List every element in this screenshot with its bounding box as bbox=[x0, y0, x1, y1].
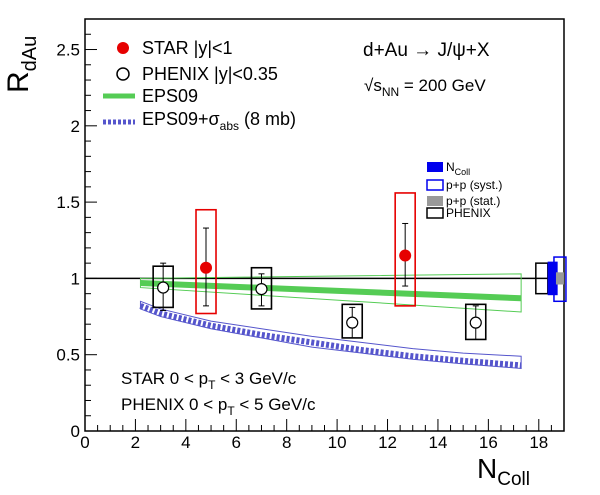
legend-ncoll-main: N bbox=[446, 160, 455, 174]
x-tick-label: 2 bbox=[131, 433, 140, 452]
star-range-tail: < 3 GeV/c bbox=[215, 369, 296, 388]
legend-phenixglob-box bbox=[426, 207, 444, 219]
legend-star-label: STAR |y|<1 bbox=[142, 38, 233, 58]
legend-ppsyst-label: p+p (syst.) bbox=[446, 178, 502, 192]
star-syst-box bbox=[394, 192, 416, 307]
legend-eps09abs-label: EPS09+σabs (8 mb) bbox=[142, 109, 296, 133]
y-axis: 0 0.5 1 1.5 2 2.5 bbox=[56, 18, 97, 441]
theory-bands bbox=[139, 273, 522, 369]
phenix-syst-box bbox=[250, 266, 273, 310]
y-tick-label: 1.5 bbox=[56, 193, 80, 212]
phenix-range-label: PHENIX 0 < pT < 5 GeV/c bbox=[121, 395, 316, 418]
y-tick-label: 2 bbox=[71, 117, 80, 136]
legend-ncoll-sub: Coll bbox=[455, 167, 471, 177]
global-ncoll-box bbox=[547, 261, 558, 296]
x-tick-label: 10 bbox=[328, 433, 347, 452]
y-tick-label: 0.5 bbox=[56, 346, 80, 365]
y-axis-title: RdAu bbox=[2, 36, 41, 93]
data-points bbox=[152, 192, 487, 341]
phenix-range-sub: T bbox=[227, 404, 235, 418]
legend-ppstat-box bbox=[427, 196, 443, 206]
y-tick-label: 1 bbox=[71, 269, 80, 288]
phenix-point bbox=[469, 316, 482, 329]
reaction-label: d+Au → J/ψ+X bbox=[363, 40, 490, 61]
global-ppstat-box bbox=[555, 272, 564, 285]
phenix-point bbox=[346, 316, 359, 329]
x-tick-label: 14 bbox=[428, 433, 447, 452]
legend-main: STAR |y|<1 PHENIX |y|<0.35 EPS09 EPS09+σ… bbox=[103, 38, 296, 133]
x-tick-label: 16 bbox=[479, 433, 498, 452]
energy-sub: NN bbox=[382, 85, 399, 99]
energy-prefix: √s bbox=[364, 76, 382, 95]
y-axis-title-sub: dAu bbox=[19, 36, 41, 72]
legend-eps09-label: EPS09 bbox=[142, 86, 198, 106]
y-axis-title-main: R bbox=[2, 71, 35, 93]
star-point bbox=[399, 249, 412, 262]
energy-label: √sNN = 200 GeV bbox=[364, 76, 486, 99]
x-axis: 0 2 4 6 8 10 12 14 16 18 bbox=[80, 419, 565, 452]
star-range-label: STAR 0 < pT < 3 GeV/c bbox=[121, 369, 297, 392]
star-syst-box bbox=[195, 208, 217, 315]
x-tick-label: 6 bbox=[232, 433, 241, 452]
legend-ncoll-label: NColl bbox=[446, 160, 470, 177]
star-range-sub: T bbox=[208, 378, 216, 392]
y-tick-label: 2.5 bbox=[56, 41, 80, 60]
energy-tail: = 200 GeV bbox=[399, 76, 486, 95]
legend-eps09abs-tail: (8 mb) bbox=[239, 109, 296, 129]
legend-phenixglob-label: PHENIX bbox=[446, 206, 491, 220]
legend-eps09abs-sub: abs bbox=[220, 119, 239, 133]
x-axis-title-sub: Coll bbox=[497, 469, 530, 490]
legend-eps09abs-main: EPS09+σ bbox=[142, 109, 220, 129]
legend-ncoll-box bbox=[427, 162, 443, 172]
legend-star-marker bbox=[117, 42, 129, 54]
x-axis-title-main: N bbox=[477, 453, 497, 484]
legend-ppstat-label: p+p (stat.) bbox=[446, 194, 500, 208]
eps09abs-central-line bbox=[139, 303, 522, 369]
x-tick-label: 0 bbox=[80, 433, 89, 452]
legend-phenix-label: PHENIX |y|<0.35 bbox=[142, 64, 278, 84]
phenix-point bbox=[157, 281, 170, 294]
legend-phenix-marker bbox=[116, 67, 130, 81]
star-range-prefix: STAR 0 < p bbox=[121, 369, 208, 388]
global-ppsyst-box bbox=[553, 256, 567, 303]
x-tick-label: 18 bbox=[529, 433, 548, 452]
eps09abs-band bbox=[139, 300, 522, 369]
x-axis-title: NColl bbox=[477, 453, 530, 490]
legend-ppsyst-box bbox=[426, 179, 444, 191]
phenix-range-prefix: PHENIX 0 < p bbox=[121, 395, 227, 414]
y-tick-label: 0 bbox=[71, 422, 80, 441]
phenix-range-tail: < 5 GeV/c bbox=[235, 395, 316, 414]
global-uncertainty-boxes bbox=[535, 256, 567, 303]
legend-global: NColl p+p (syst.) p+p (stat.) PHENIX bbox=[426, 160, 502, 220]
phenix-point bbox=[255, 282, 268, 296]
x-tick-label: 8 bbox=[282, 433, 291, 452]
eps09-central-line bbox=[140, 279, 522, 302]
x-tick-label: 4 bbox=[181, 433, 190, 452]
x-tick-label: 12 bbox=[378, 433, 397, 452]
star-point bbox=[200, 261, 213, 274]
